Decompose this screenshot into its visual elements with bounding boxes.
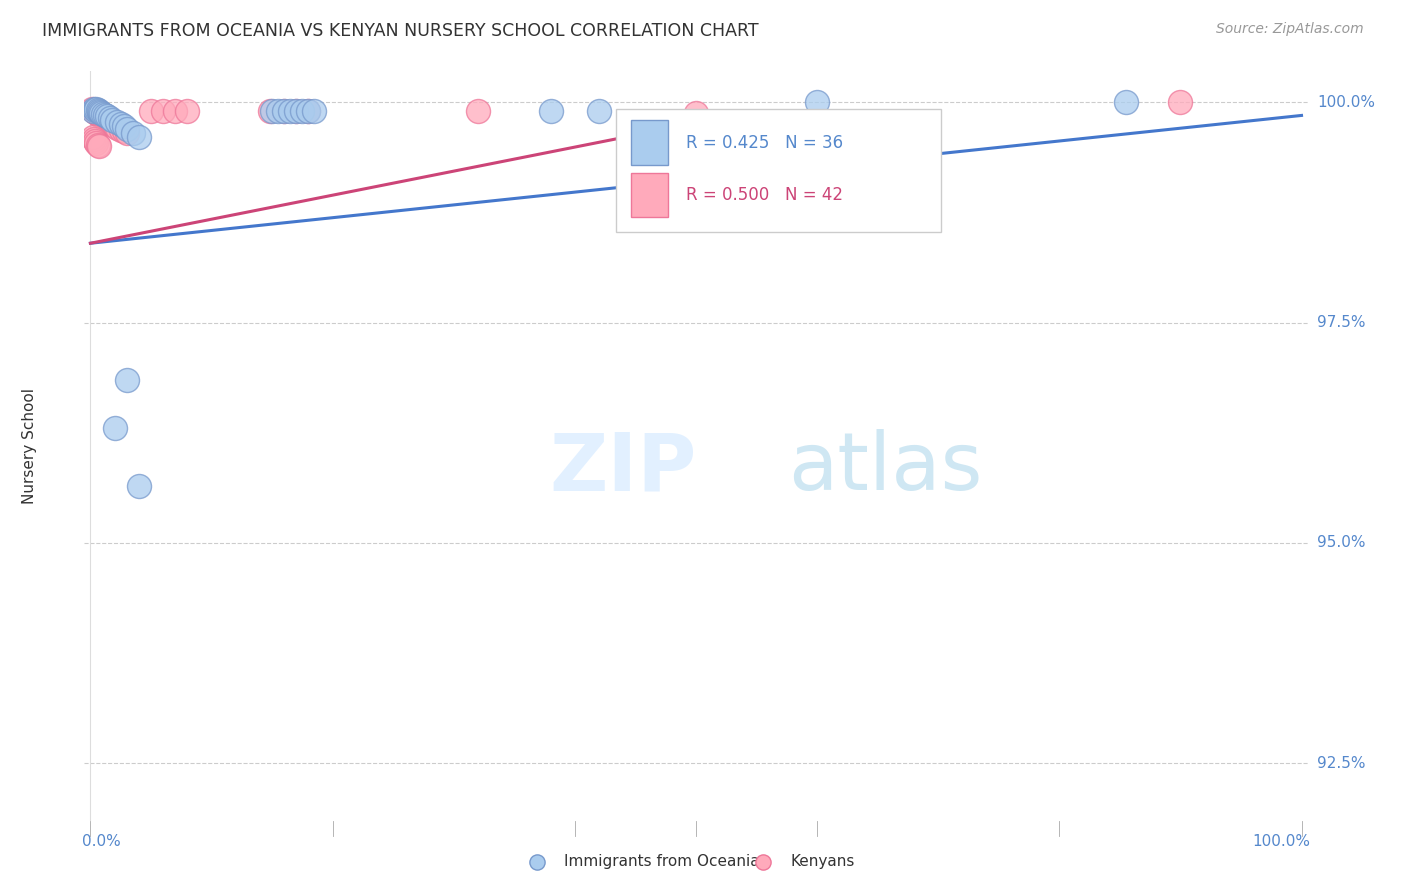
Point <box>121 126 143 140</box>
Point <box>685 105 707 120</box>
Point <box>105 120 128 135</box>
Point <box>96 109 118 123</box>
Point <box>139 103 162 118</box>
Point <box>588 103 610 118</box>
Point <box>94 107 117 121</box>
Point <box>87 103 110 118</box>
Point <box>84 134 107 148</box>
Text: R = 0.425   N = 36: R = 0.425 N = 36 <box>686 134 844 152</box>
Point <box>86 136 108 150</box>
Point <box>94 112 117 126</box>
Point <box>291 103 314 118</box>
Point <box>540 103 562 118</box>
Text: 100.0%: 100.0% <box>1251 834 1310 849</box>
Point <box>115 126 138 140</box>
Point <box>101 117 124 131</box>
Text: 92.5%: 92.5% <box>1317 756 1365 771</box>
Point <box>278 103 301 118</box>
Point <box>87 139 110 153</box>
Point <box>128 478 150 492</box>
Point <box>267 103 290 118</box>
Point <box>273 103 295 118</box>
Point <box>89 104 111 119</box>
Point <box>112 119 135 133</box>
Point <box>273 103 295 118</box>
Point <box>84 104 107 119</box>
Point <box>110 122 132 136</box>
Point <box>103 118 125 132</box>
Point <box>98 115 121 129</box>
Point <box>115 373 138 387</box>
Text: IMMIGRANTS FROM OCEANIA VS KENYAN NURSERY SCHOOL CORRELATION CHART: IMMIGRANTS FROM OCEANIA VS KENYAN NURSER… <box>42 22 759 40</box>
Point <box>105 114 128 128</box>
Point <box>91 110 114 124</box>
Text: 100.0%: 100.0% <box>1317 95 1375 110</box>
Point <box>110 117 132 131</box>
Point <box>82 130 104 145</box>
Point <box>1115 95 1137 110</box>
Point <box>259 103 281 118</box>
Point <box>285 103 308 118</box>
Bar <box>631 172 668 218</box>
Point <box>262 103 284 118</box>
Point <box>82 103 104 118</box>
Point <box>80 102 103 116</box>
Point <box>285 103 308 118</box>
Text: 97.5%: 97.5% <box>1317 315 1365 330</box>
Point <box>467 103 489 118</box>
Point <box>90 109 112 123</box>
Point <box>86 106 108 120</box>
Point <box>297 103 319 118</box>
Point <box>98 111 121 125</box>
Point <box>115 121 138 136</box>
Point <box>112 124 135 138</box>
Bar <box>631 120 668 165</box>
Point <box>104 119 127 133</box>
Text: ZIP: ZIP <box>550 429 696 508</box>
Point <box>165 103 187 118</box>
Point <box>806 95 828 110</box>
Text: 95.0%: 95.0% <box>1317 535 1365 550</box>
Point <box>83 103 105 118</box>
FancyBboxPatch shape <box>616 109 941 233</box>
Point <box>1170 95 1192 110</box>
Point <box>86 105 108 120</box>
Text: atlas: atlas <box>787 429 981 508</box>
Point <box>104 421 127 435</box>
Point <box>96 113 118 128</box>
Point <box>82 103 104 117</box>
Text: R = 0.500   N = 42: R = 0.500 N = 42 <box>686 186 844 204</box>
Point <box>97 114 120 128</box>
Point <box>152 103 174 118</box>
Point <box>96 112 118 127</box>
Point <box>83 132 105 146</box>
Point <box>93 111 115 125</box>
Point <box>91 106 114 120</box>
Point <box>89 108 111 122</box>
Text: Immigrants from Oceania: Immigrants from Oceania <box>564 855 759 870</box>
Point <box>84 103 107 117</box>
Point <box>100 116 122 130</box>
Point <box>86 137 108 152</box>
Text: Source: ZipAtlas.com: Source: ZipAtlas.com <box>1216 22 1364 37</box>
Point <box>86 102 108 116</box>
Point <box>304 103 326 118</box>
Text: Nursery School: Nursery School <box>22 388 37 504</box>
Point <box>87 107 110 121</box>
Point <box>86 103 108 117</box>
Point <box>297 103 319 118</box>
Point <box>90 105 112 120</box>
Point <box>101 112 124 127</box>
Text: Kenyans: Kenyans <box>790 855 855 870</box>
Point <box>83 102 105 116</box>
Point <box>128 130 150 145</box>
Point <box>176 103 198 118</box>
Text: 0.0%: 0.0% <box>82 834 121 849</box>
